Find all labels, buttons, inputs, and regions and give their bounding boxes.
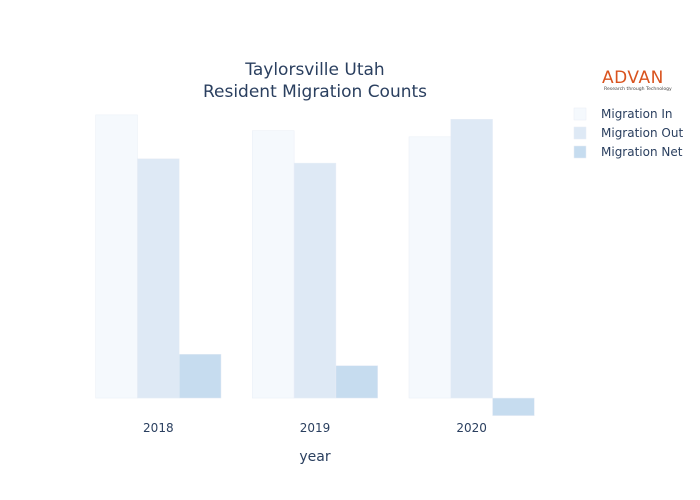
legend-label: Migration In: [601, 107, 673, 121]
chart-title: Taylorsville Utah: [244, 60, 384, 80]
legend-swatch: [573, 107, 587, 121]
legend-label: Migration Out: [601, 126, 683, 140]
x-tick-label: 2018: [143, 421, 174, 435]
legend-swatch: [573, 145, 587, 159]
bar-migration-out-2019[interactable]: [293, 162, 337, 399]
bar-migration-out-2020[interactable]: [450, 119, 493, 399]
legend[interactable]: Migration In Migration Out Migration Net: [573, 107, 683, 159]
legend-item-migration-out[interactable]: Migration Out: [573, 126, 683, 140]
x-tick-label: 2019: [300, 421, 331, 435]
bars-group: [95, 114, 535, 416]
bar-migration-net-2018[interactable]: [178, 354, 222, 399]
bar-migration-in-2018[interactable]: [95, 114, 138, 399]
legend-item-migration-net[interactable]: Migration Net: [573, 145, 683, 159]
logo-name: ADVAN: [602, 68, 664, 88]
advan-logo: ADVAN Research through Technology: [602, 68, 672, 92]
legend-item-migration-in[interactable]: Migration In: [573, 107, 673, 121]
legend-swatch: [573, 126, 587, 140]
chart-subtitle: Resident Migration Counts: [203, 82, 427, 102]
x-tick-labels: 2018 2019 2020: [143, 421, 487, 435]
bar-migration-net-2020[interactable]: [492, 397, 535, 416]
x-tick-label: 2020: [456, 421, 487, 435]
logo-tagline: Research through Technology: [604, 86, 672, 92]
bar-migration-in-2020[interactable]: [408, 136, 452, 399]
x-axis-title: year: [299, 449, 330, 465]
legend-label: Migration Net: [601, 145, 683, 159]
bar-migration-out-2018[interactable]: [137, 158, 180, 399]
bar-migration-in-2019[interactable]: [252, 130, 295, 399]
bar-migration-net-2019[interactable]: [335, 365, 378, 399]
